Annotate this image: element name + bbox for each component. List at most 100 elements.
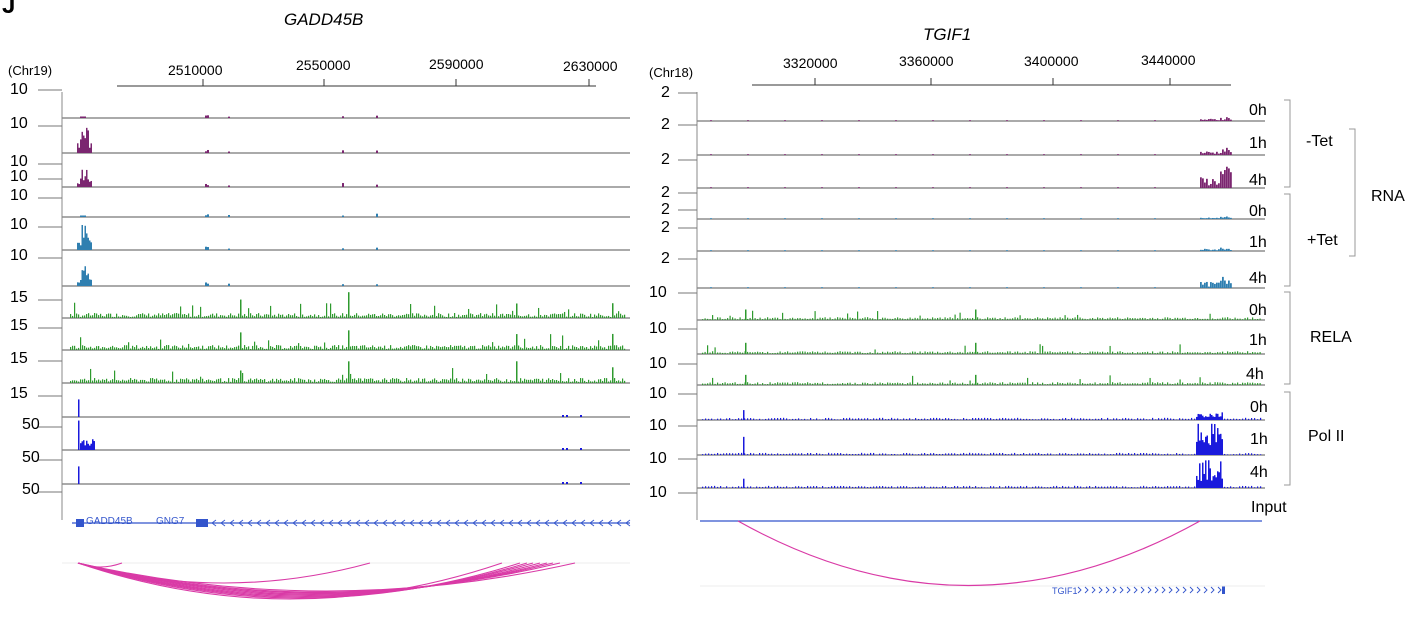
rna-signal-bar xyxy=(1206,249,1208,251)
rna-signal-bar xyxy=(1218,183,1220,188)
rela-signal-bar xyxy=(156,315,158,318)
rna-signal-bar xyxy=(1226,117,1228,121)
rela-signal-bar xyxy=(296,345,298,350)
rela-signal-bar xyxy=(864,382,866,385)
pol2-signal-bar xyxy=(1044,418,1046,420)
rna-signal-bar xyxy=(747,287,749,288)
rela-signal-bar xyxy=(594,380,596,383)
rela-signal-bar xyxy=(1222,351,1224,354)
strand-arrow xyxy=(1175,586,1180,594)
rna-signal-bar xyxy=(932,287,934,288)
pol2-signal-bar xyxy=(1208,443,1210,455)
left-scale-label: 10 xyxy=(10,216,28,233)
rela-signal-bar xyxy=(78,347,80,350)
right-scale-label: 2 xyxy=(661,84,670,101)
rela-signal-bar xyxy=(304,379,306,383)
rna-signal-bar xyxy=(84,138,86,153)
pol2-signal-bar xyxy=(867,418,869,420)
pol2-signal-bar xyxy=(1014,452,1016,455)
rela-signal-bar xyxy=(1114,352,1116,354)
pol2-signal-bar xyxy=(882,453,884,455)
rela-signal-bar xyxy=(144,380,146,383)
rela-signal-bar xyxy=(552,379,554,383)
rela-signal-bar xyxy=(572,381,574,383)
rna-signal-bar xyxy=(1218,218,1220,219)
rela-signal-bar xyxy=(952,352,954,354)
rela-signal-bar xyxy=(917,352,919,354)
rela-signal-bar xyxy=(924,351,926,354)
pol2-signal-bar xyxy=(777,453,779,455)
pol2-signal-bar xyxy=(912,419,914,420)
rela-signal-bar xyxy=(242,315,244,318)
rela-signal-bar xyxy=(712,351,714,354)
strand-arrow xyxy=(1098,586,1103,594)
pol2-signal-bar xyxy=(1068,419,1070,420)
rela-signal-bar xyxy=(1132,352,1134,354)
rela-signal-bar xyxy=(522,380,524,383)
rela-signal-bar xyxy=(1077,314,1079,320)
pol2-signal-bar xyxy=(1218,454,1220,455)
gadd45b-exon xyxy=(76,519,84,527)
rela-signal-bar xyxy=(789,318,791,320)
rela-signal-bar xyxy=(864,353,866,354)
rela-signal-bar xyxy=(368,313,370,318)
rna-signal-bar xyxy=(87,179,89,187)
pol2-signal-bar xyxy=(1214,475,1216,488)
rela-signal-bar xyxy=(182,314,184,318)
rela-signal-bar xyxy=(334,313,336,318)
pol2-signal-bar xyxy=(1086,418,1088,420)
pol2-signal-bar xyxy=(993,486,995,488)
rela-signal-bar xyxy=(1054,384,1056,385)
rna-signal-bar xyxy=(932,250,934,251)
pol2-signal-bar xyxy=(1221,453,1223,455)
rela-signal-bar xyxy=(1219,318,1221,320)
rela-signal-bar xyxy=(386,348,388,350)
rela-signal-bar xyxy=(1002,382,1004,385)
rna-signal-bar xyxy=(1210,282,1212,288)
pol2-signal-bar xyxy=(1215,477,1217,488)
rela-signal-bar xyxy=(1192,318,1194,320)
pol2-signal-bar xyxy=(987,487,989,488)
rela-signal-bar xyxy=(1119,351,1121,354)
rna-signal-bar xyxy=(1228,280,1230,288)
rela-signal-bar xyxy=(464,315,466,318)
pol2-signal-bar xyxy=(1215,454,1217,455)
pol2-signal-bar xyxy=(774,486,776,488)
pol2-signal-bar xyxy=(1200,432,1202,455)
rna-signal-bar xyxy=(376,115,378,118)
rela-signal-bar xyxy=(258,379,260,383)
pol2-signal-bar xyxy=(1017,454,1019,455)
rela-signal-bar xyxy=(892,318,894,320)
rela-signal-bar xyxy=(530,347,532,350)
rela-signal-bar xyxy=(1029,384,1031,385)
pol2-signal-bar xyxy=(837,419,839,420)
pol2-signal-bar xyxy=(1047,487,1049,488)
rela-signal-bar xyxy=(937,317,939,320)
rna-signal-bar xyxy=(376,184,378,187)
pol2-signal-bar xyxy=(801,453,803,455)
pol2-signal-bar xyxy=(1179,453,1181,455)
pol2-signal-bar xyxy=(981,486,983,488)
rela-signal-bar xyxy=(240,370,242,383)
pol2-signal-bar xyxy=(960,419,962,420)
rela-signal-bar xyxy=(1082,383,1084,385)
rela-signal-bar xyxy=(202,378,204,383)
rela-signal-bar xyxy=(418,313,420,318)
rela-signal-bar xyxy=(260,346,262,350)
strand-arrow xyxy=(418,519,424,527)
rela-signal-bar xyxy=(398,378,400,383)
rela-signal-bar xyxy=(972,383,974,385)
rela-signal-bar xyxy=(757,318,759,320)
rela-signal-bar xyxy=(622,345,624,350)
rela-signal-bar xyxy=(102,315,104,318)
rela-signal-bar xyxy=(992,382,994,385)
rela-signal-bar xyxy=(458,345,460,350)
rela-signal-bar xyxy=(907,353,909,354)
strand-arrow xyxy=(436,519,442,527)
rela-signal-bar xyxy=(500,380,502,383)
rela-signal-bar xyxy=(458,381,460,383)
rela-signal-bar xyxy=(248,379,250,383)
rela-signal-bar xyxy=(1192,352,1194,354)
rela-signal-bar xyxy=(1217,352,1219,354)
rela-signal-bar xyxy=(524,338,526,350)
